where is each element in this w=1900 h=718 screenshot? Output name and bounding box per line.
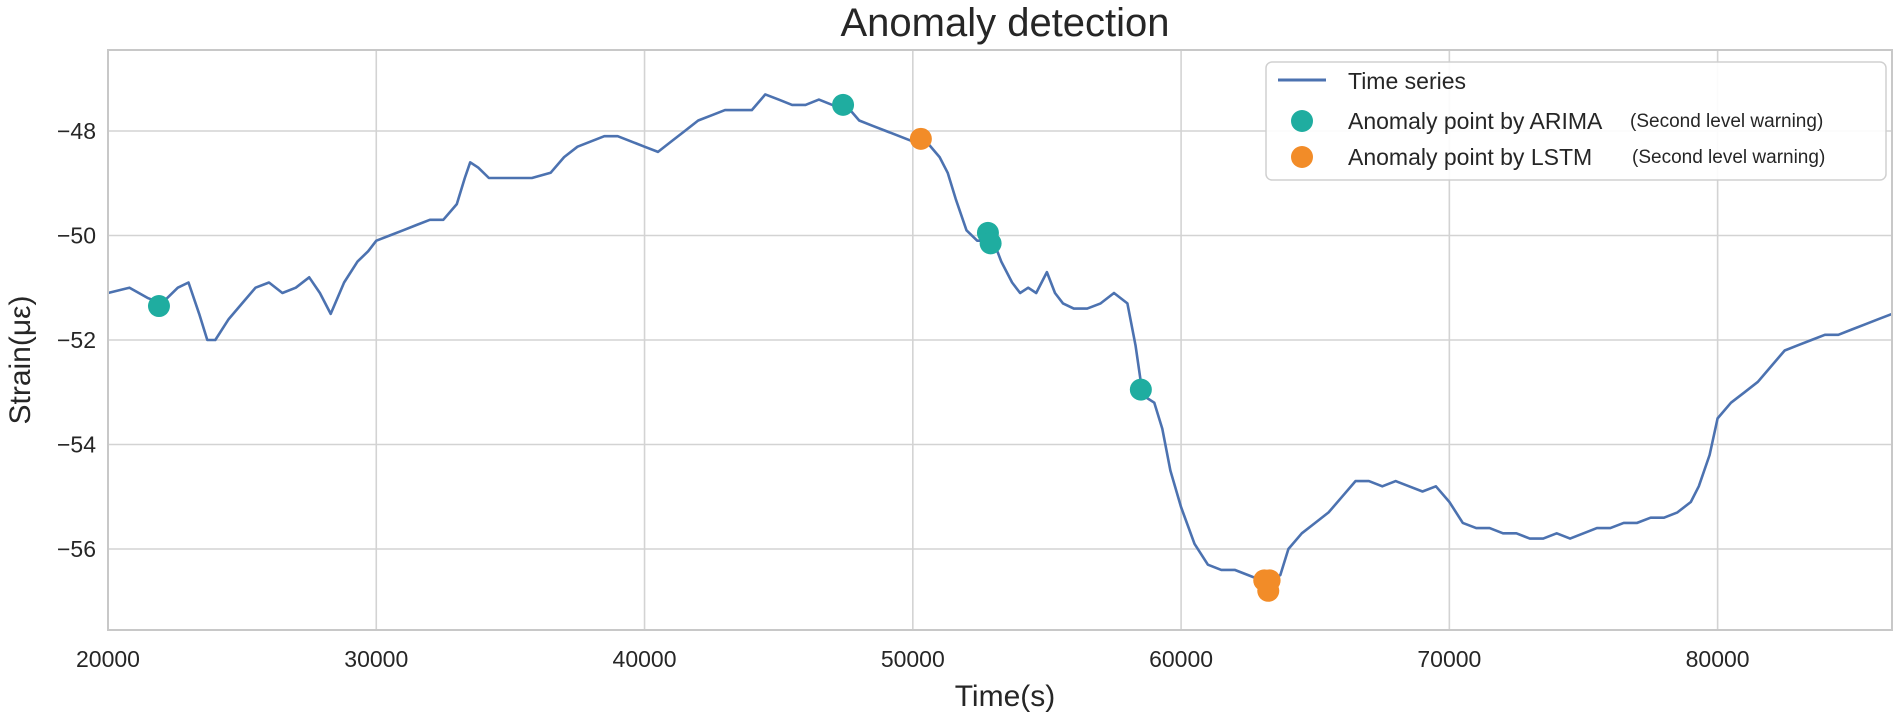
x-tick-label: 80000 (1686, 646, 1750, 672)
arima-anomaly-point (1129, 378, 1152, 401)
chart-title: Anomaly detection (840, 1, 1169, 45)
legend-arima-note: (Second level warning) (1630, 111, 1823, 132)
x-tick-label: 50000 (881, 646, 945, 672)
arima-anomaly-point (832, 93, 855, 116)
y-axis-label: Strain(με) (4, 295, 37, 424)
legend-lstm-label: Anomaly point by LSTM (1348, 144, 1592, 170)
y-tick-labels: −48 −50 −52 −54 −56 (57, 118, 96, 562)
lstm-anomaly-point (909, 127, 932, 150)
legend-lstm-marker (1291, 146, 1313, 168)
x-axis-label: Time(s) (955, 680, 1056, 713)
plot-frame (107, 49, 1893, 631)
legend-line-label: Time series (1348, 68, 1466, 94)
y-tick-label: −48 (57, 118, 96, 144)
legend-arima-marker (1291, 110, 1313, 132)
arima-anomaly-point (979, 232, 1002, 255)
legend-lstm-note: (Second level warning) (1632, 147, 1825, 168)
lstm-anomaly-point (1257, 579, 1280, 602)
y-tick-label: −56 (57, 536, 96, 562)
legend-arima-label: Anomaly point by ARIMA (1348, 108, 1603, 134)
legend: Time series Anomaly point by ARIMA (Seco… (1265, 61, 1887, 181)
x-tick-label: 70000 (1417, 646, 1481, 672)
series-line-layer (107, 93, 1893, 582)
y-tick-label: −54 (57, 432, 96, 458)
time-series-line (107, 93, 1893, 582)
arima-anomaly-point (147, 295, 170, 318)
x-tick-label: 30000 (344, 646, 408, 672)
x-tick-labels: 20000 30000 40000 50000 60000 70000 80000 (76, 646, 1750, 672)
x-tick-label: 40000 (613, 646, 677, 672)
y-tick-label: −50 (57, 222, 96, 248)
legend-box (1265, 61, 1887, 181)
x-tick-label: 20000 (76, 646, 140, 672)
y-tick-label: −52 (57, 327, 96, 353)
x-tick-label: 60000 (1149, 646, 1213, 672)
anomaly-points-layer (147, 93, 1281, 602)
